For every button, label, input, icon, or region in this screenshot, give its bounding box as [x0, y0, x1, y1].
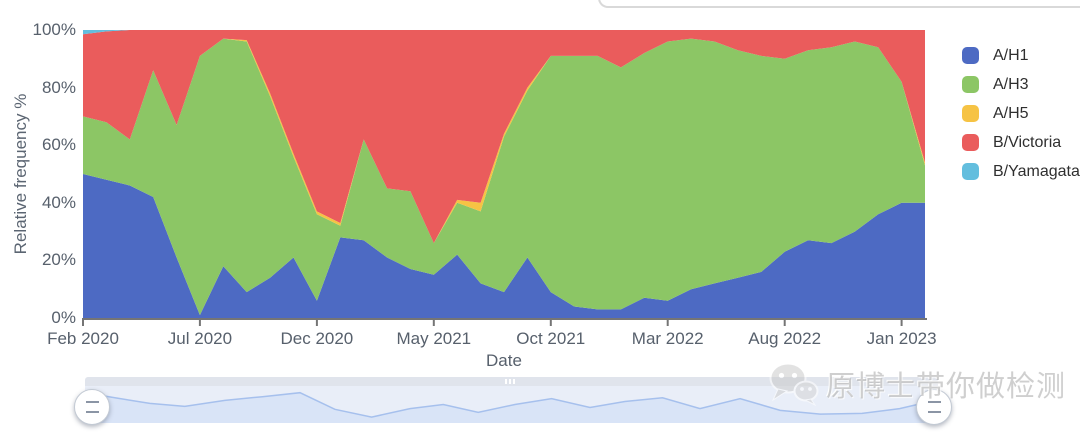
y-axis-title: Relative frequency %: [11, 93, 30, 255]
x-tick-label: Dec 2020: [280, 329, 354, 348]
slider-minimap[interactable]: [85, 386, 938, 423]
x-tick-label: Feb 2020: [47, 329, 119, 348]
area-series-a-h3[interactable]: [83, 38, 925, 316]
legend-swatch: [962, 163, 979, 180]
legend-swatch: [962, 134, 979, 151]
x-tick-label: Oct 2021: [516, 329, 586, 348]
x-tick-label: Jul 2020: [167, 329, 233, 348]
date-range-slider[interactable]: [85, 386, 938, 423]
area-series-a-h1[interactable]: [83, 174, 925, 318]
x-axis-title: Date: [486, 351, 522, 370]
legend: A/H1 A/H3 A/H5 B/Victoria B/Yamagata: [962, 41, 1080, 186]
top-right-cropped-panel[interactable]: [598, 0, 1080, 8]
legend-item-a-h1[interactable]: A/H1: [962, 41, 1080, 70]
legend-label: A/H3: [993, 75, 1029, 93]
legend-label: B/Yamagata: [993, 162, 1080, 180]
x-tick-label: Jan 2023: [866, 329, 937, 348]
legend-item-a-h5[interactable]: A/H5: [962, 99, 1080, 128]
slider-rail[interactable]: [85, 377, 938, 386]
legend-swatch: [962, 105, 979, 122]
slider-handle-right[interactable]: [916, 389, 952, 425]
y-tick-label: 20%: [41, 250, 76, 270]
legend-label: A/H5: [993, 104, 1029, 122]
slider-handle-left[interactable]: [74, 389, 110, 425]
y-tick-label: 60%: [41, 135, 76, 155]
y-tick-label: 100%: [32, 20, 76, 39]
legend-swatch: [962, 76, 979, 93]
y-tick-label: 40%: [41, 192, 76, 212]
y-tick-label: 0%: [51, 308, 76, 327]
legend-item-b-yamagata[interactable]: B/Yamagata: [962, 157, 1080, 186]
handle-equals-icon: [85, 401, 99, 413]
legend-label: A/H1: [993, 46, 1029, 64]
x-tick-label: May 2021: [396, 329, 472, 348]
grip-dots-icon[interactable]: [505, 379, 515, 384]
legend-label: B/Victoria: [993, 133, 1062, 151]
minimap-line: [85, 391, 938, 418]
y-tick-label: 80%: [41, 77, 76, 97]
legend-swatch: [962, 47, 979, 64]
x-tick-label: Mar 2022: [631, 329, 704, 348]
area-series-b-victoria[interactable]: [83, 30, 925, 244]
handle-equals-icon: [927, 401, 941, 413]
minimap-area: [85, 392, 938, 423]
legend-item-b-victoria[interactable]: B/Victoria: [962, 128, 1080, 157]
x-tick-label: Aug 2022: [748, 329, 822, 348]
legend-item-a-h3[interactable]: A/H3: [962, 70, 1080, 99]
